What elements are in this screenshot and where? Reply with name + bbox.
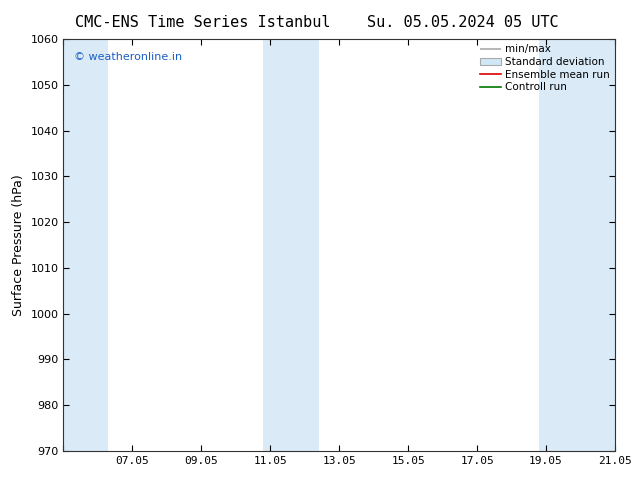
- Text: CMC-ENS Time Series Istanbul    Su. 05.05.2024 05 UTC: CMC-ENS Time Series Istanbul Su. 05.05.2…: [75, 15, 559, 30]
- Bar: [63, 39, 108, 451]
- Y-axis label: Surface Pressure (hPa): Surface Pressure (hPa): [12, 174, 25, 316]
- Legend: min/max, Standard deviation, Ensemble mean run, Controll run: min/max, Standard deviation, Ensemble me…: [478, 42, 612, 94]
- Text: © weatheronline.in: © weatheronline.in: [74, 51, 183, 62]
- Bar: [539, 39, 615, 451]
- Bar: [263, 39, 318, 451]
